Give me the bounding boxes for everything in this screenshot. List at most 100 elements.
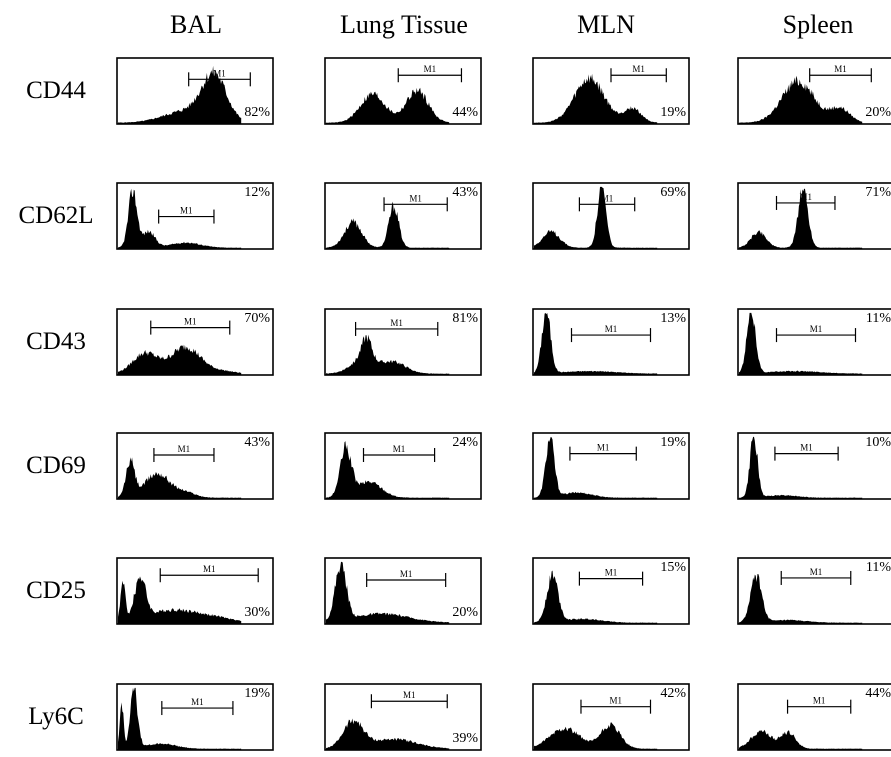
histogram-panel-cd44-spleen: M1 20% bbox=[737, 57, 891, 125]
gate-marker-m1: M1 bbox=[578, 193, 636, 212]
gate-label: M1 bbox=[400, 569, 413, 579]
histogram-plot: M1 bbox=[737, 308, 891, 376]
histogram-frame bbox=[532, 308, 690, 376]
percent-positive-label: 11% bbox=[865, 311, 891, 326]
gate-label: M1 bbox=[390, 318, 403, 328]
gate-marker-m1: M1 bbox=[578, 568, 644, 586]
histogram-panel-cd69-mln: M1 19% bbox=[532, 432, 690, 500]
histogram-plot: M1 bbox=[116, 557, 274, 625]
gate-label: M1 bbox=[597, 443, 610, 453]
histogram-plot: M1 bbox=[324, 683, 482, 751]
percent-positive-label: 30% bbox=[244, 605, 270, 620]
histogram-panel-cd43-mln: M1 13% bbox=[532, 308, 690, 376]
percent-positive-label: 19% bbox=[244, 686, 270, 701]
percent-positive-label: 44% bbox=[452, 105, 478, 120]
histogram-plot: M1 bbox=[116, 182, 274, 250]
percent-positive-label: 44% bbox=[865, 686, 891, 701]
gate-label: M1 bbox=[810, 324, 823, 334]
percent-positive-label: 11% bbox=[865, 560, 891, 575]
histogram-panel-cd25-spleen: M1 11% bbox=[737, 557, 891, 625]
histogram-frame bbox=[737, 432, 891, 500]
row-label-cd62l: CD62L bbox=[18, 202, 94, 229]
percent-positive-label: 15% bbox=[660, 560, 686, 575]
percent-positive-label: 70% bbox=[244, 311, 270, 326]
percent-positive-label: 10% bbox=[865, 435, 891, 450]
histogram-area bbox=[326, 87, 450, 124]
gate-marker-m1: M1 bbox=[780, 567, 852, 585]
histogram-plot: M1 bbox=[532, 57, 690, 125]
percent-positive-label: 19% bbox=[660, 435, 686, 450]
histogram-plot: M1 bbox=[116, 57, 274, 125]
percent-positive-label: 12% bbox=[244, 185, 270, 200]
histogram-panel-cd69-lung-tissue: M1 24% bbox=[324, 432, 482, 500]
percent-positive-label: 81% bbox=[452, 311, 478, 326]
gate-label: M1 bbox=[213, 68, 226, 78]
histogram-area bbox=[534, 312, 658, 375]
gate-label: M1 bbox=[632, 64, 645, 74]
row-label-cd44: CD44 bbox=[26, 77, 86, 104]
histogram-area bbox=[739, 75, 863, 124]
histogram-area bbox=[534, 570, 658, 624]
gate-marker-m1: M1 bbox=[383, 193, 448, 212]
gate-marker-m1: M1 bbox=[610, 64, 667, 83]
histogram-plot: M1 bbox=[532, 308, 690, 376]
histogram-plot: M1 bbox=[324, 57, 482, 125]
column-header-lung-tissue: Lung Tissue bbox=[340, 10, 468, 39]
column-header-mln: MLN bbox=[577, 10, 635, 39]
gate-label: M1 bbox=[605, 324, 618, 334]
histogram-panel-cd44-lung-tissue: M1 44% bbox=[324, 57, 482, 125]
histogram-plot: M1 bbox=[116, 308, 274, 376]
histogram-panel-cd44-mln: M1 19% bbox=[532, 57, 690, 125]
percent-positive-label: 39% bbox=[452, 731, 478, 746]
gate-marker-m1: M1 bbox=[188, 68, 251, 87]
percent-positive-label: 82% bbox=[244, 105, 270, 120]
histogram-panel-ly6c-spleen: M1 44% bbox=[737, 683, 891, 751]
row-label-cd43: CD43 bbox=[26, 328, 86, 355]
row-label-ly6c: Ly6C bbox=[28, 703, 84, 730]
histogram-area bbox=[739, 188, 863, 249]
gate-marker-m1: M1 bbox=[397, 64, 463, 83]
gate-label: M1 bbox=[800, 443, 813, 453]
histogram-plot: M1 bbox=[532, 182, 690, 250]
histogram-panel-cd62l-bal: M1 12% bbox=[116, 182, 274, 250]
histogram-plot: M1 bbox=[324, 432, 482, 500]
gate-marker-m1: M1 bbox=[580, 696, 652, 714]
histogram-plot: M1 bbox=[532, 683, 690, 751]
gate-label: M1 bbox=[813, 696, 826, 706]
gate-marker-m1: M1 bbox=[775, 324, 857, 343]
histogram-plot: M1 bbox=[532, 557, 690, 625]
histogram-plot: M1 bbox=[324, 308, 482, 376]
histogram-area bbox=[534, 722, 658, 750]
row-label-cd69: CD69 bbox=[26, 452, 86, 479]
histogram-area bbox=[534, 186, 658, 249]
percent-positive-label: 19% bbox=[660, 105, 686, 120]
gate-marker-m1: M1 bbox=[366, 569, 447, 587]
gate-label: M1 bbox=[834, 64, 847, 74]
histogram-plot: M1 bbox=[737, 432, 891, 500]
gate-label: M1 bbox=[605, 568, 618, 578]
histogram-area bbox=[118, 188, 242, 249]
histogram-area bbox=[534, 436, 658, 499]
histogram-area bbox=[739, 729, 863, 750]
histogram-panel-cd25-bal: M1 30% bbox=[116, 557, 274, 625]
gate-marker-m1: M1 bbox=[786, 696, 852, 714]
histogram-panel-cd62l-spleen: M1 71% bbox=[737, 182, 891, 250]
percent-positive-label: 20% bbox=[865, 105, 891, 120]
histogram-area bbox=[326, 334, 450, 375]
gate-label: M1 bbox=[601, 193, 614, 203]
histogram-area bbox=[326, 441, 450, 499]
histogram-plot: M1 bbox=[324, 557, 482, 625]
column-header-bal: BAL bbox=[170, 10, 222, 39]
gate-label: M1 bbox=[184, 317, 197, 327]
gate-label: M1 bbox=[180, 206, 193, 216]
histogram-plot: M1 bbox=[324, 182, 482, 250]
histogram-panel-cd44-bal: M1 82% bbox=[116, 57, 274, 125]
gate-marker-m1: M1 bbox=[775, 192, 836, 210]
gate-marker-m1: M1 bbox=[774, 443, 839, 461]
gate-marker-m1: M1 bbox=[355, 318, 439, 336]
percent-positive-label: 13% bbox=[660, 311, 686, 326]
histogram-panel-ly6c-lung-tissue: M1 39% bbox=[324, 683, 482, 751]
percent-positive-label: 42% bbox=[660, 686, 686, 701]
histogram-plot: M1 bbox=[737, 57, 891, 125]
